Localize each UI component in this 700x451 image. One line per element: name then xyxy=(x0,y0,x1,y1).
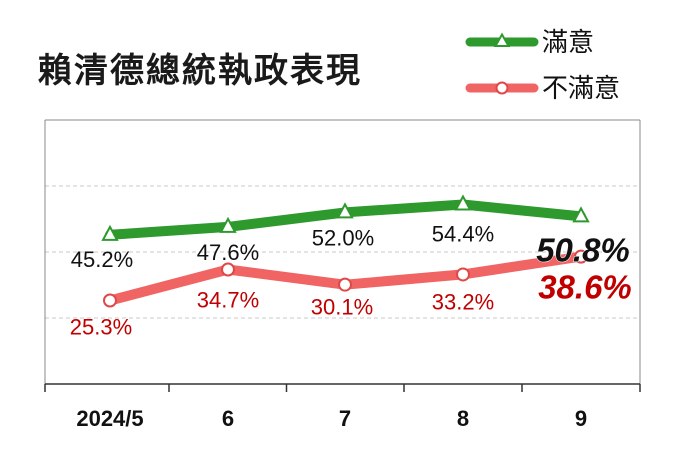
data-point-triangle xyxy=(219,216,237,233)
x-tick-label: 6 xyxy=(222,406,234,431)
legend-item-dissatisfied: 不滿意 xyxy=(465,74,620,104)
data-point-triangle xyxy=(572,206,590,223)
legend-triangle-marker-icon xyxy=(493,32,511,47)
data-point-circle xyxy=(338,277,352,292)
legend-item-satisfied: 滿意 xyxy=(465,28,594,58)
series-markers xyxy=(101,194,590,308)
data-label: 34.7% xyxy=(197,287,259,312)
legend-circle-marker-icon xyxy=(495,81,509,95)
data-label: 38.6% xyxy=(538,269,632,306)
data-label: 30.1% xyxy=(311,295,373,320)
data-label: 45.2% xyxy=(71,247,133,272)
chart-title: 賴清德總統執政表現 xyxy=(38,51,362,91)
x-tick-label: 9 xyxy=(575,406,587,431)
data-point-triangle xyxy=(101,224,119,241)
x-tick-label: 7 xyxy=(339,406,351,431)
x-tick-label: 8 xyxy=(457,406,469,431)
data-label: 54.4% xyxy=(432,221,494,246)
legend-dissatisfied-label: 不滿意 xyxy=(542,74,620,104)
data-point-triangle xyxy=(454,194,472,211)
x-axis-ticks: 2024/5 6 7 8 9 xyxy=(76,406,587,431)
plot-frame xyxy=(44,119,641,392)
data-label: 25.3% xyxy=(70,315,132,340)
data-label: 47.6% xyxy=(197,240,259,265)
legend-satisfied-label: 滿意 xyxy=(542,28,594,58)
data-labels: 45.2% 47.6% 52.0% 54.4% 50.8% 25.3% 34.7% 30.1%… xyxy=(70,221,632,339)
data-point-triangle xyxy=(336,202,354,219)
data-point-circle xyxy=(456,267,470,282)
data-label: 50.8% xyxy=(536,231,630,268)
data-point-circle xyxy=(103,293,117,308)
data-point-circle xyxy=(221,262,235,277)
gridlines xyxy=(45,185,640,319)
data-label: 33.2% xyxy=(432,289,494,314)
x-tick-label: 2024/5 xyxy=(76,406,143,431)
data-point-circle xyxy=(574,249,588,264)
legend: 滿意 不滿意 xyxy=(465,28,620,104)
data-label: 52.0% xyxy=(312,225,374,250)
